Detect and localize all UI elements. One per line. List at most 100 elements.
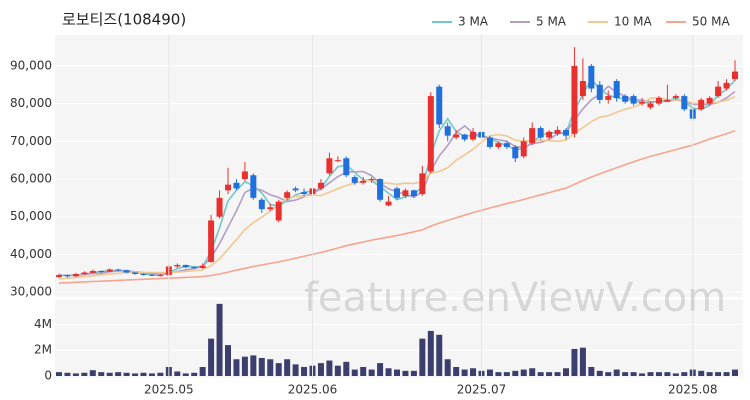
candle-body (715, 86, 722, 97)
candle-body (174, 264, 181, 267)
candle-body (596, 84, 603, 100)
volume-bar (655, 372, 662, 376)
volume-bar (351, 369, 358, 376)
ma-line (58, 130, 736, 284)
candle-body (461, 134, 468, 140)
volume-bar (537, 372, 544, 376)
volume-bar (56, 372, 62, 376)
x-tick-label: 2025.06 (288, 383, 338, 397)
volume-bar (563, 368, 569, 376)
volume-bar (267, 359, 274, 376)
volume-bar (250, 355, 257, 376)
candle-body (520, 141, 527, 157)
volume-bar (546, 372, 553, 376)
volume-bar (461, 369, 468, 376)
candle-body (672, 96, 679, 98)
candle-body (410, 190, 417, 196)
legend-label: 10 MA (614, 15, 652, 29)
volume-bar (664, 372, 671, 376)
candle-body (89, 270, 96, 273)
volume-bar (470, 368, 477, 376)
volume-bar (630, 372, 637, 376)
volume-bar (106, 372, 113, 376)
candle-body (275, 201, 282, 221)
candle-body (419, 173, 426, 195)
volume-bar (715, 372, 722, 376)
candle-body (655, 97, 662, 104)
volume-bar (115, 372, 122, 376)
volume-bar (334, 365, 341, 376)
candle-body (622, 96, 629, 102)
y-tick-label: 4M (34, 317, 52, 331)
candle-body (343, 158, 350, 176)
volume-bar (486, 369, 493, 376)
candle-body (334, 160, 341, 162)
y-tick-label: 80,000 (10, 96, 52, 110)
candle-body (630, 96, 637, 104)
x-tick-label: 2025.07 (457, 383, 507, 397)
candle-body (563, 129, 569, 136)
candle-body (199, 265, 206, 268)
candle-body (579, 80, 586, 97)
volume-bar (148, 373, 155, 376)
candle-body (647, 103, 654, 108)
candle-body (284, 192, 291, 198)
x-tick-label: 2025.08 (668, 383, 718, 397)
volume-bar (241, 356, 248, 376)
chart-title: 로보티즈(108490) (62, 11, 186, 29)
candle-body (723, 82, 730, 89)
volume-bar (622, 372, 629, 376)
candle-body (98, 270, 105, 272)
candle-body (241, 171, 248, 180)
candle-body (639, 101, 646, 104)
candle-body (326, 158, 333, 174)
candle-body (208, 220, 215, 262)
y-tick-label: 40,000 (10, 247, 52, 261)
price-panel (55, 35, 743, 297)
volume-bar (258, 357, 265, 376)
candle-body (360, 180, 367, 183)
candle-body (571, 65, 578, 134)
y-tick-label: 50,000 (10, 209, 52, 223)
volume-bar (698, 370, 705, 376)
volume-bar (453, 366, 460, 376)
volume-bar (410, 370, 417, 376)
x-tick-label: 2025.05 (144, 383, 194, 397)
volume-bar (647, 372, 654, 376)
candle-body (292, 188, 299, 191)
candle-body (132, 272, 139, 275)
volume-bar (233, 359, 240, 376)
volume-bar (72, 373, 79, 376)
candle-body (385, 201, 392, 206)
candle-body (148, 274, 155, 276)
volume-bar (377, 363, 384, 376)
volume-bar (427, 330, 434, 376)
volume-bar (199, 366, 206, 376)
volume-bar (613, 369, 620, 376)
y-tick-label: 60,000 (10, 172, 52, 186)
volume-bar (81, 372, 88, 376)
candle-body (233, 182, 240, 189)
candle-body (512, 146, 519, 159)
candle-body (402, 190, 409, 196)
volume-bar (317, 363, 324, 376)
volume-bar (402, 370, 409, 376)
candle-body (453, 134, 460, 138)
candle-body (157, 275, 164, 277)
candle-body (72, 274, 79, 277)
candle-body (436, 86, 443, 125)
candle-body (317, 182, 324, 189)
candle-body (444, 126, 451, 136)
candle-body (529, 128, 536, 144)
candle-body (377, 179, 384, 200)
candle-body (605, 96, 612, 100)
volume-bar (64, 372, 71, 376)
candle-body (698, 99, 705, 110)
candle-body (470, 131, 477, 140)
y-tick-label: 2M (34, 343, 52, 357)
volume-bar (140, 372, 147, 376)
volume-bar (723, 372, 730, 376)
y-tick-label: 30,000 (10, 285, 52, 299)
candle-body (301, 192, 308, 195)
legend-label: 50 MA (692, 15, 730, 29)
